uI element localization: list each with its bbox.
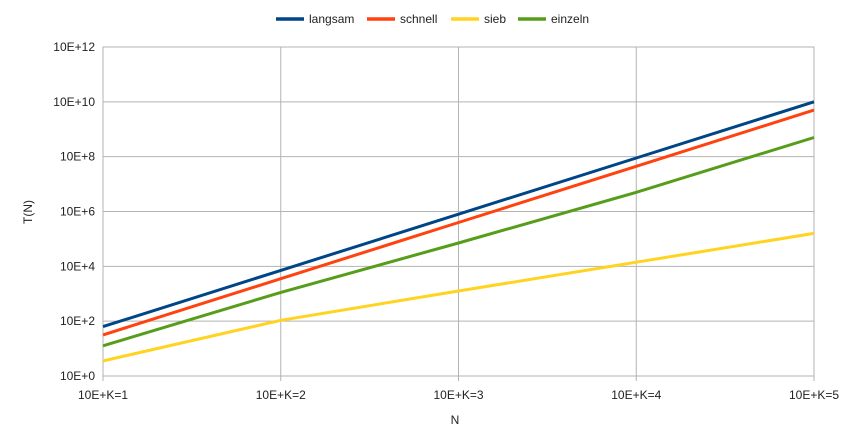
x-tick-label: 10E+K=5	[789, 388, 839, 402]
x-tick-label: 10E+K=1	[78, 388, 128, 402]
y-tick-label: 10E+6	[60, 205, 95, 219]
x-tick-label: 10E+K=4	[611, 388, 661, 402]
x-tick-label: 10E+K=2	[256, 388, 306, 402]
y-tick-label: 10E+12	[53, 40, 95, 54]
y-tick-label: 10E+2	[60, 314, 95, 328]
y-axis-label: T(N)	[21, 200, 35, 224]
legend: langsam schnell sieb einzeln	[276, 12, 589, 26]
series-line-schnell	[102, 108, 815, 337]
series-line-einzeln	[102, 136, 815, 348]
y-axis-ticks: 10E+0 10E+2 10E+4 10E+6 10E+8 10E+10 10E+12	[53, 40, 95, 383]
legend-label-sieb: sieb	[484, 12, 506, 26]
y-tick-label: 10E+0	[60, 369, 95, 383]
x-axis-label: N	[451, 413, 460, 427]
x-tick-label: 10E+K=3	[433, 388, 483, 402]
legend-label-einzeln: einzeln	[551, 12, 589, 26]
x-axis-ticks: 10E+K=1 10E+K=2 10E+K=3 10E+K=4 10E+K=5	[78, 376, 839, 402]
y-tick-label: 10E+8	[60, 150, 95, 164]
y-tick-label: 10E+4	[60, 259, 95, 273]
legend-label-langsam: langsam	[309, 12, 354, 26]
series-line-sieb	[102, 231, 815, 363]
y-tick-label: 10E+10	[53, 95, 95, 109]
series-line-langsam	[102, 100, 815, 329]
legend-label-schnell: schnell	[400, 12, 437, 26]
series-lines	[102, 100, 815, 363]
